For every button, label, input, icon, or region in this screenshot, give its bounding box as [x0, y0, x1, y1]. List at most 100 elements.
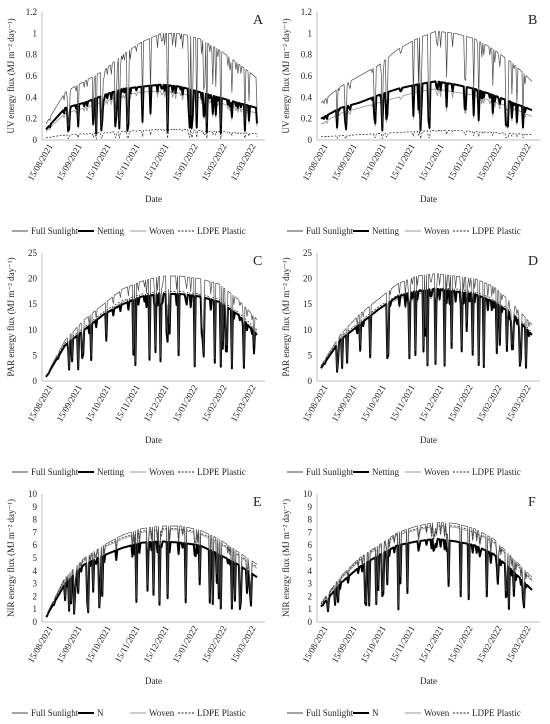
panel-b-xtick: 15/08/2021	[301, 142, 330, 183]
panel-c-xtick: 15/09/2021	[55, 383, 84, 424]
panel-f-ytick: 10	[303, 489, 313, 499]
panel-b-xtick: 15/09/2021	[330, 142, 359, 183]
panel-f-ytick: 1	[308, 604, 313, 614]
panel-d-xtick: 15/08/2021	[301, 383, 330, 424]
panel-e-ytick: 0	[33, 617, 38, 627]
panel-f-series-woven	[320, 525, 533, 611]
panel-b-xlabel: Date	[420, 194, 437, 204]
panel-e-ytick: 8	[33, 515, 38, 525]
panel-c-letter: C	[253, 254, 262, 269]
panel-c-ytick: 25	[28, 248, 38, 258]
panel-b-ytick: 0.8	[301, 50, 313, 60]
panel-e-xtick: 15/01/2022	[171, 624, 200, 665]
panel-e-ytick: 4	[33, 566, 38, 576]
panel-d-xtick: 15/11/2021	[388, 383, 417, 423]
panel-c-xlabel: Date	[145, 435, 162, 445]
panel-f-xtick: 15/01/2022	[446, 624, 475, 665]
panel-d-ytick: 5	[308, 350, 313, 360]
panel-f-ytick: 9	[308, 502, 313, 512]
panel-f-ytick: 7	[308, 527, 313, 537]
panel-d-legend: Full Sunlight Netting Woven LDPE Plastic	[287, 467, 521, 477]
panel-e-xtick: 15/02/2022	[200, 624, 229, 665]
panel-c: C PAR energy flux (MJ m⁻² day⁻¹) 0 5 10 15 20 2…	[6, 248, 265, 477]
panel-e-ytick: 9	[33, 502, 38, 512]
panel-f-xtick: 15/11/2021	[388, 624, 417, 664]
panel-a-xtick: 15/03/2022	[229, 142, 258, 183]
panel-e: E NIR energy flux (MJ m⁻² day⁻¹) 0 1 2 3 4 5 6 7 8…	[6, 489, 265, 718]
panel-b-xtick: 15/12/2021	[417, 142, 446, 183]
panel-d-xtick: 15/01/2022	[446, 383, 475, 424]
panel-a-xtick: 15/09/2021	[55, 142, 84, 183]
panel-a-ytick: 1	[33, 28, 38, 38]
panel-f-ytick: 3	[308, 579, 313, 589]
panel-b-legend-label: Netting	[372, 226, 399, 236]
panel-a-ylabel: UV energy flux (MJ m⁻² day⁻¹)	[6, 18, 16, 133]
panel-a-series-ldpe-plastic	[45, 128, 258, 140]
panel-e-legend-label: LDPE Plastic	[197, 708, 246, 718]
panel-b-ytick: 0.2	[301, 114, 312, 124]
panel-a-legend-label: Netting	[97, 226, 124, 236]
panel-a-xtick: 15/10/2021	[84, 142, 113, 183]
panel-b-ytick: 0	[308, 135, 313, 145]
panel-b-xtick: 15/01/2022	[446, 142, 475, 183]
panel-c-legend-label: LDPE Plastic	[197, 467, 246, 477]
panel-f-legend-label: Full Sunlight	[306, 708, 354, 718]
panel-a-legend-label: LDPE Plastic	[197, 226, 246, 236]
panel-c-ytick: 10	[28, 325, 38, 335]
panel-a-xtick: 15/01/2022	[171, 142, 200, 183]
panel-b-ytick: 0.6	[301, 71, 313, 81]
panel-d-ytick: 10	[303, 325, 313, 335]
panel-d-ytick: 15	[303, 299, 313, 309]
panel-d-series-full-sunlight	[320, 273, 533, 371]
panel-d-legend-label: Netting	[372, 467, 399, 477]
panel-b-letter: B	[528, 13, 537, 28]
panel-c-xtick: 15/03/2022	[229, 383, 258, 424]
panel-a-legend-label: Full Sunlight	[31, 226, 79, 236]
panel-d-ytick: 25	[303, 248, 313, 258]
panel-c-xtick: 15/12/2021	[142, 383, 171, 424]
panel-d-xlabel: Date	[420, 435, 437, 445]
panel-f-series-full-sunlight	[320, 521, 533, 610]
panel-f-legend-label: N	[372, 708, 379, 718]
panel-f: F NIR energy flux (MJ m⁻² day⁻¹) 0 1 2 3 4 5 6 7 8…	[281, 489, 540, 718]
panel-b-xtick: 15/11/2021	[388, 142, 417, 182]
panel-d-xtick: 15/03/2022	[504, 383, 533, 424]
panel-f-xtick: 15/03/2022	[504, 624, 533, 665]
panel-a-ytick: 0.8	[26, 50, 38, 60]
panel-c-xtick: 15/08/2021	[26, 383, 55, 424]
panel-f-xtick: 15/02/2022	[475, 624, 504, 665]
panel-e-xtick: 15/08/2021	[26, 624, 55, 665]
panel-e-ytick: 5	[33, 553, 38, 563]
panel-b-xtick: 15/10/2021	[359, 142, 388, 183]
panel-f-letter: F	[528, 495, 536, 510]
panel-e-legend: Full Sunlight N Woven LDPE Plastic	[12, 708, 246, 718]
panel-e-xtick: 15/12/2021	[142, 624, 171, 665]
panel-a-ytick: 0.6	[26, 71, 38, 81]
panel-c-ytick: 5	[33, 350, 38, 360]
panel-e-series-full-sunlight	[45, 525, 258, 616]
panel-a-xtick: 15/11/2021	[113, 142, 142, 182]
panel-a-xtick: 15/08/2021	[26, 142, 55, 183]
panel-d-legend-label: Full Sunlight	[306, 467, 354, 477]
panel-b-ytick: 0.4	[301, 92, 313, 102]
panel-e-ytick: 2	[33, 591, 38, 601]
panel-b-ytick: 1	[308, 28, 313, 38]
panel-b-series-ldpe-plastic	[320, 130, 533, 139]
panel-f-xtick: 15/10/2021	[359, 624, 388, 665]
panel-e-ytick: 7	[33, 527, 38, 537]
panel-e-letter: E	[253, 495, 262, 510]
panel-f-ylabel: NIR energy flux (MJ m⁻² day⁻¹)	[281, 499, 291, 617]
panel-f-ytick: 8	[308, 515, 313, 525]
panel-b-legend-label: Full Sunlight	[306, 226, 354, 236]
panel-d-xtick: 15/10/2021	[359, 383, 388, 424]
panel-f-legend: Full Sunlight N Woven LDPE Plastic	[287, 708, 521, 718]
panel-e-ytick: 6	[33, 540, 38, 550]
panel-b-legend: Full Sunlight Netting Woven LDPE Plastic	[287, 226, 521, 236]
panel-c-xtick: 15/01/2022	[171, 383, 200, 424]
panel-f-ytick: 5	[308, 553, 313, 563]
panel-f-xlabel: Date	[420, 676, 437, 686]
panel-a-xtick: 15/12/2021	[142, 142, 171, 183]
panel-e-ylabel: NIR energy flux (MJ m⁻² day⁻¹)	[6, 499, 16, 617]
panel-c-ylabel: PAR energy flux (MJ m⁻² day⁻¹)	[6, 257, 16, 376]
